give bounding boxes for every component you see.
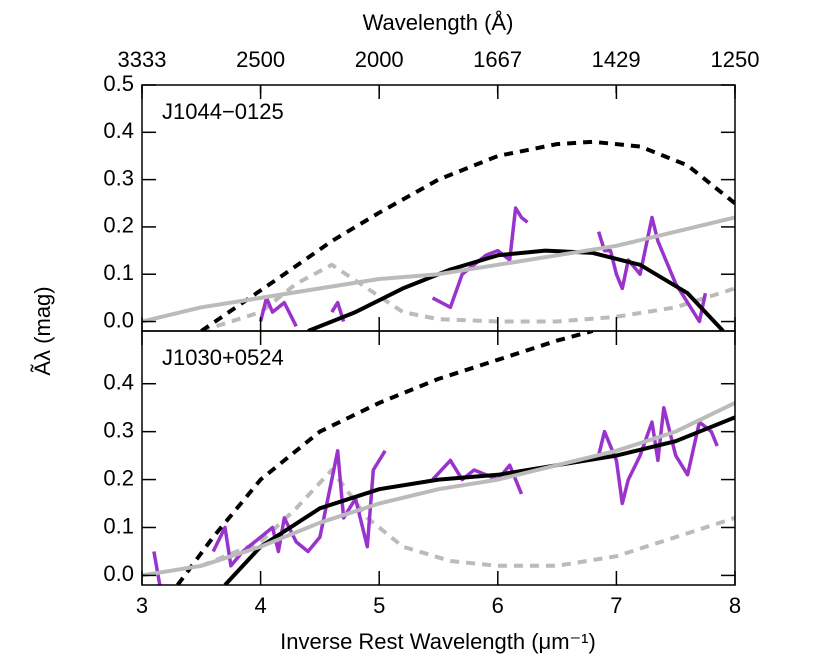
y-tick-label: 0.5 xyxy=(103,71,134,96)
data-line xyxy=(200,139,735,331)
y-tick-label: 0.0 xyxy=(103,561,134,586)
data-line xyxy=(307,248,725,331)
y-tick-label: 0.4 xyxy=(103,118,134,143)
x2-axis-label: Wavelength (Å) xyxy=(363,10,514,35)
y-tick-label: 0.1 xyxy=(103,513,134,538)
data-line xyxy=(142,215,735,324)
x-tick-label: 8 xyxy=(729,593,741,618)
y-axis-label: Ãλ (mag) xyxy=(30,286,55,375)
data-line xyxy=(152,405,719,585)
y-tick-label: 0.1 xyxy=(103,260,134,285)
x-tick-label: 3 xyxy=(136,593,148,618)
x-axis-label: Inverse Rest Wavelength (μm⁻¹) xyxy=(280,629,596,654)
y-tick-label: 0.2 xyxy=(103,465,134,490)
y-tick-label: 0.3 xyxy=(103,417,134,442)
plot-lines xyxy=(142,331,735,585)
plot-frame xyxy=(141,330,736,586)
data-line xyxy=(200,262,735,331)
y-tick-label: 0.2 xyxy=(103,213,134,238)
data-line xyxy=(223,415,735,585)
x2-tick-label: 2500 xyxy=(236,47,285,72)
x-tick-label: 4 xyxy=(254,593,266,618)
y-tick-label: 0.4 xyxy=(103,370,134,395)
data-line xyxy=(142,401,735,578)
panel-label: J1044−0125 xyxy=(162,99,284,124)
data-line xyxy=(258,206,708,328)
panel-label: J1030+0524 xyxy=(162,345,284,370)
x2-tick-label: 1250 xyxy=(711,47,760,72)
y-tick-label: 0.3 xyxy=(103,165,134,190)
x-tick-label: 6 xyxy=(492,593,504,618)
x2-tick-label: 1429 xyxy=(592,47,641,72)
data-line xyxy=(200,468,735,568)
x2-tick-label: 1667 xyxy=(473,47,522,72)
plot-lines xyxy=(142,139,735,331)
x2-tick-label: 2000 xyxy=(355,47,404,72)
x2-tick-label: 3333 xyxy=(118,47,167,72)
y-tick-label: 0.0 xyxy=(103,307,134,332)
x-tick-label: 7 xyxy=(610,593,622,618)
data-line xyxy=(175,331,594,585)
x-tick-label: 5 xyxy=(373,593,385,618)
